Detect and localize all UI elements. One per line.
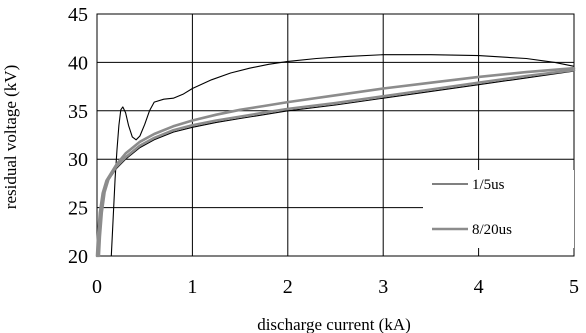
y-tick-label: 25	[68, 198, 88, 220]
x-axis-label: discharge current (kA)	[257, 315, 411, 333]
legend-label-1-5us: 1/5us	[472, 177, 505, 193]
x-tick-label: 0	[92, 276, 102, 298]
x-tick-label: 3	[378, 276, 388, 298]
y-tick-label: 45	[68, 4, 88, 26]
x-tick-label: 1	[187, 276, 197, 298]
y-tick-label: 40	[68, 52, 88, 74]
legend-label-8-20us: 8/20us	[472, 222, 512, 238]
x-tick-label: 4	[474, 276, 484, 298]
y-tick-label: 35	[68, 101, 88, 123]
y-tick-label: 30	[68, 149, 88, 171]
x-tick-label: 5	[569, 276, 579, 298]
y-axis-label: residual voltage (kV)	[1, 65, 20, 209]
x-tick-labels: 0 1 2 3 4 5	[92, 276, 579, 298]
y-tick-labels: 20 25 30 35 40 45	[68, 4, 88, 268]
legend: 1/5us 8/20us	[423, 170, 574, 248]
y-tick-label: 20	[68, 246, 88, 268]
x-tick-label: 2	[283, 276, 293, 298]
